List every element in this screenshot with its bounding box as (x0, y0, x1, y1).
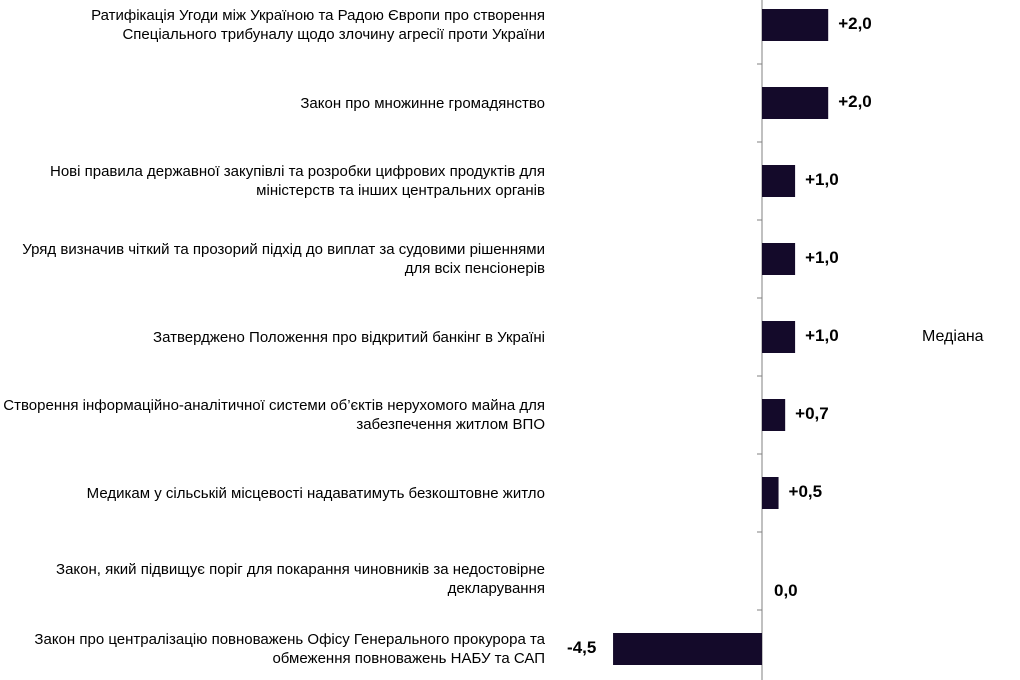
data-label: 0,0 (774, 581, 798, 600)
bar (762, 87, 829, 119)
bar (762, 243, 796, 275)
bar (762, 321, 796, 353)
bar (762, 399, 786, 431)
data-label: +1,0 (805, 326, 839, 345)
data-label: +2,0 (838, 14, 872, 33)
category-label: Медикам у сільській місцевості надаватим… (86, 484, 545, 502)
data-label: -4,5 (567, 638, 597, 657)
data-label: +1,0 (805, 248, 839, 267)
bar (762, 477, 779, 509)
category-label: Нові правила державної закупівлі та розр… (49, 163, 545, 199)
category-label: Затверджено Положення про відкритий банк… (153, 328, 545, 346)
category-label: Уряд визначив чіткий та прозорий підхід … (22, 241, 545, 277)
data-label: +0,5 (788, 482, 823, 501)
bar (762, 165, 796, 197)
data-label: +1,0 (805, 170, 839, 189)
category-label: Закон, який підвищує поріг для покарання… (56, 561, 545, 597)
category-label: Закон про централізацію повноважень Офіс… (34, 631, 545, 667)
data-label: +2,0 (838, 92, 872, 111)
category-label: Закон про множинне громадянство (300, 94, 545, 112)
bar (762, 9, 829, 41)
data-label: +0,7 (795, 404, 829, 423)
category-label: Ратифікація Угоди між Україною та Радою … (91, 7, 545, 43)
legend-label: Медіана (922, 328, 984, 345)
category-label: Створення інформаційно-аналітичної систе… (3, 397, 545, 433)
bar (613, 633, 762, 665)
